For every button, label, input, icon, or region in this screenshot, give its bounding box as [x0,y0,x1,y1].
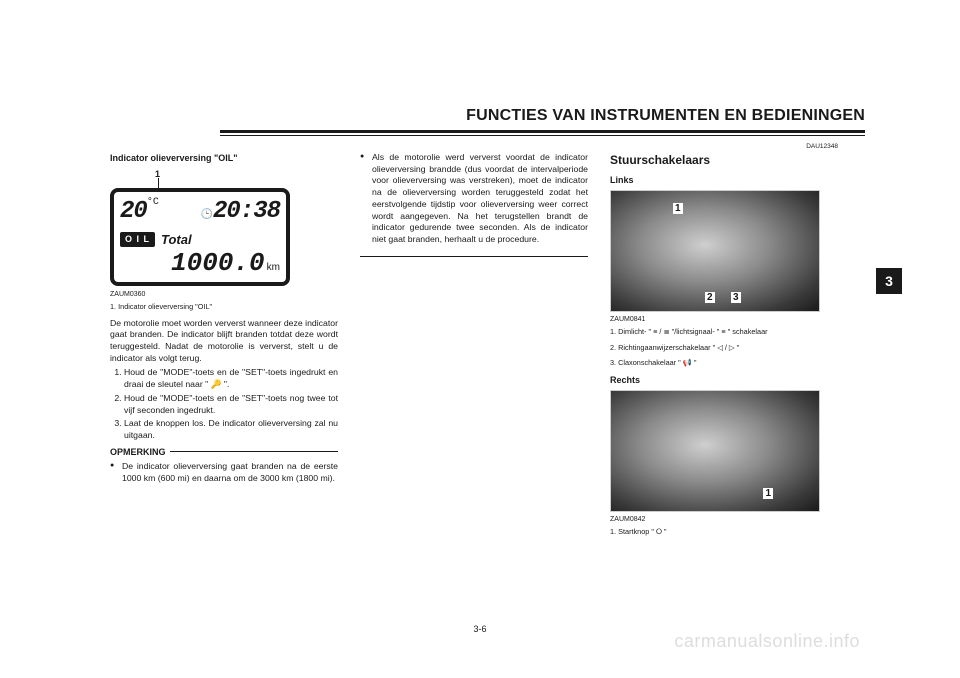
clock-icon: 🕒 [201,210,213,221]
col1-steps: Houd de "MODE"-toets en de "SET"-toets i… [124,367,338,441]
columns: Indicator olieverversing "OIL" 1 20°C 🕒2… [110,152,865,617]
page: FUNCTIES VAN INSTRUMENTEN EN BEDIENINGEN… [0,0,960,678]
col1-para-1: De motorolie moet worden ververst wan­ne… [110,318,338,365]
lcd-row-1: 20°C 🕒20:38 [120,196,280,228]
links-callout-3: 3 [731,292,741,303]
col1-step-3: Laat de knoppen los. De indicator olie­v… [124,418,338,441]
lcd-clock: 🕒20:38 [201,196,280,228]
dau-ref: DAU12348 [806,143,838,152]
col2-end-rule [360,256,588,257]
lcd-odo-unit: km [267,262,280,273]
rechts-caption-1: 1. Startknop " ⭘ " [610,527,838,537]
stuurschakelaars-heading: Stuurschakelaars [610,152,838,168]
lcd-temp-value: 20 [120,198,147,225]
column-3: DAU12348 Stuurschakelaars Links 1 2 3 ZA… [610,152,838,617]
links-subhead: Links [610,174,838,186]
lcd-figure: 1 20°C 🕒20:38 O I L Total [110,168,338,286]
lcd-temp: 20°C [120,196,159,228]
opmerking-bullets: De indicator olieverversing gaat bran­de… [110,461,338,484]
links-caption-1: 1. Dimlicht- " ≡ / ≣ "/lichtsignaal- " ≡… [610,327,838,337]
lcd-odo-value: 1000.0 [171,248,265,278]
column-2: Als de motorolie werd ververst voordat d… [360,152,588,617]
header-rule-thin [220,135,865,136]
lcd-clock-value: 20:38 [213,198,280,225]
lcd-fig-ref: ZAUM0360 [110,290,338,299]
col1-step-2: Houd de "MODE"-toets en de "SET"-toets n… [124,393,338,416]
links-photo: 1 2 3 [610,190,820,312]
col1-step-1: Houd de "MODE"-toets en de "SET"-toets i… [124,367,338,390]
page-number: 3-6 [473,624,486,634]
oil-badge: O I L [120,232,155,246]
links-fig-ref: ZAUM0841 [610,315,838,324]
lcd-row-2: O I L Total [120,231,280,249]
links-callout-1: 1 [673,203,683,214]
watermark: carmanualsonline.info [674,631,860,652]
links-caption-3: 3. Claxonschakelaar " 📢 " [610,358,838,368]
page-header: FUNCTIES VAN INSTRUMENTEN EN BEDIENINGEN [466,107,865,125]
links-callout-2: 2 [705,292,715,303]
lcd-total-label: Total [161,231,192,249]
col2-bullets: Als de motorolie werd ververst voordat d… [360,152,588,246]
links-caption-2: 2. Richtingaanwijzerschakelaar " ◁ / ▷ " [610,343,838,353]
lcd-display: 20°C 🕒20:38 O I L Total 1000.0km [110,188,290,286]
oil-indicator-heading: Indicator olieverversing "OIL" [110,152,338,164]
lcd-callout-1: 1 [155,168,338,180]
rechts-photo: 1 [610,390,820,512]
lcd-caption-1: 1. Indicator olieverversing "OIL" [110,302,338,312]
rechts-callout-1: 1 [763,488,773,499]
rechts-subhead: Rechts [610,374,838,386]
column-1: Indicator olieverversing "OIL" 1 20°C 🕒2… [110,152,338,617]
opmerking-label: OPMERKING [110,446,166,458]
rechts-fig-ref: ZAUM0842 [610,515,838,524]
chapter-tab: 3 [876,268,902,294]
col2-bullet-1: Als de motorolie werd ververst voordat d… [360,152,588,246]
opmerking-rule [170,451,338,452]
lcd-temp-unit: °C [147,197,159,208]
opmerking-heading: OPMERKING [110,446,338,458]
header-rule-thick [220,130,865,133]
opmerking-bullet-1: De indicator olieverversing gaat bran­de… [110,461,338,484]
lcd-row-3: 1000.0km [120,250,280,276]
